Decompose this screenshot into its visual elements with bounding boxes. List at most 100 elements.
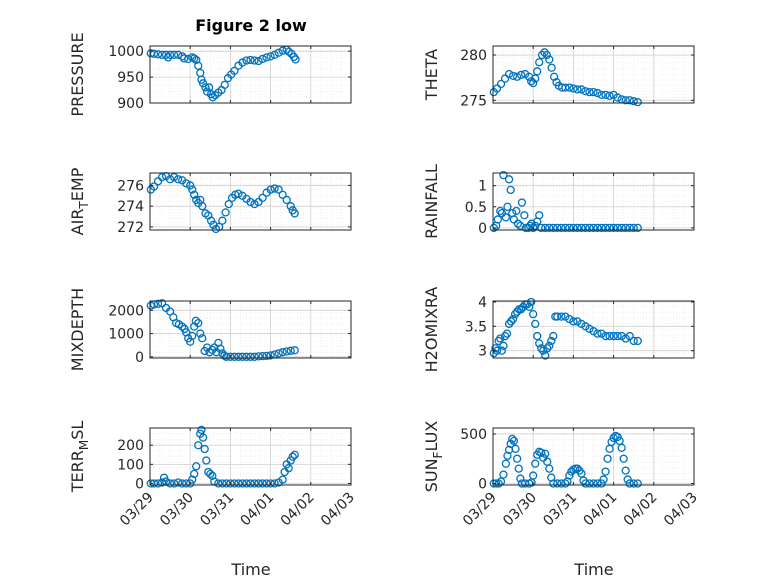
data-point [153, 479, 163, 488]
data-point [597, 479, 606, 488]
data-point [601, 467, 610, 476]
data-point [577, 319, 586, 329]
data-point [581, 87, 590, 96]
y-axis-label-text: SUN [422, 458, 441, 492]
data-point [621, 223, 630, 233]
data-point [547, 63, 556, 72]
data-point [238, 352, 247, 361]
data-point [605, 331, 614, 341]
y-tick-label: 950 [117, 70, 144, 86]
data-point [621, 334, 630, 343]
data-point [603, 454, 612, 463]
y-tick-label: 1 [478, 179, 487, 195]
data-point [625, 96, 634, 105]
data-point [169, 50, 179, 59]
data-point [270, 50, 279, 59]
data-point [593, 223, 602, 233]
data-point [527, 297, 536, 307]
data-point [529, 471, 538, 480]
data-point [621, 466, 630, 475]
data-point [266, 185, 275, 194]
data-point [198, 334, 207, 343]
data-point [504, 319, 514, 329]
data-point [601, 90, 610, 100]
data-point [222, 479, 231, 488]
data-point [250, 199, 259, 209]
data-point [218, 216, 227, 225]
data-point [581, 223, 590, 233]
data-point [516, 221, 525, 230]
data-point [254, 352, 263, 361]
y-axis-label-text: SL [68, 421, 87, 440]
data-point [633, 97, 642, 107]
data-point [157, 478, 167, 487]
data-point [593, 88, 602, 98]
y-axis-label: SUNFLUX [422, 421, 445, 493]
data-point [525, 302, 534, 311]
y-axis-label-text: THETA [422, 49, 441, 101]
data-point [545, 341, 554, 350]
data-point [503, 451, 512, 460]
data-point [617, 331, 626, 341]
data-point [557, 223, 566, 233]
data-point [529, 223, 538, 233]
data-point [270, 479, 279, 488]
data-point [230, 479, 239, 488]
data-point [188, 331, 197, 341]
y-tick-label: 3 [478, 344, 487, 360]
data-point [262, 351, 271, 361]
axes-box [492, 300, 695, 359]
y-tick-label: 3.5 [465, 319, 487, 335]
data-point [581, 322, 590, 331]
data-point [226, 479, 235, 488]
data-point [508, 314, 518, 324]
data-point [206, 469, 215, 479]
data-point [569, 223, 578, 233]
data-point [282, 347, 291, 356]
data-point [165, 479, 175, 488]
y-tick-label: 0 [135, 350, 144, 366]
data-point [569, 317, 578, 326]
data-point [182, 479, 191, 488]
data-point [288, 452, 297, 461]
data-point [489, 479, 498, 488]
data-point [262, 53, 271, 62]
data-point [230, 66, 239, 76]
data-point [553, 479, 562, 488]
y-tick-label: 2000 [108, 303, 144, 319]
data-point [286, 346, 295, 355]
y-tick-label: 275 [460, 93, 487, 109]
data-point [508, 71, 518, 81]
data-point [573, 85, 582, 94]
data-point [613, 93, 622, 102]
data-point [290, 209, 299, 218]
data-point [537, 448, 546, 457]
data-point [541, 351, 550, 360]
data-point [278, 475, 287, 484]
data-point [597, 223, 606, 233]
y-axis-label: MIXDEPTH [68, 288, 87, 371]
data-point [496, 79, 506, 89]
data-point [191, 316, 200, 325]
data-point [535, 339, 544, 348]
data-point [633, 479, 642, 488]
y-axis-label-text: H2OMIXRA [422, 287, 441, 373]
data-point [561, 312, 570, 321]
data-point [153, 50, 163, 59]
data-point [633, 223, 642, 233]
data-point [506, 317, 516, 326]
data-point [173, 175, 183, 184]
data-point [254, 56, 263, 66]
data-point [625, 223, 634, 233]
data-point [291, 55, 300, 64]
data-point [234, 352, 243, 361]
data-point [246, 352, 255, 361]
data-point [242, 479, 251, 488]
data-point [545, 55, 554, 64]
axes-box [149, 172, 352, 231]
y-tick-label: 900 [117, 96, 144, 112]
data-point [504, 69, 514, 79]
data-point [238, 479, 247, 488]
data-point [208, 93, 217, 102]
data-point [258, 351, 267, 361]
